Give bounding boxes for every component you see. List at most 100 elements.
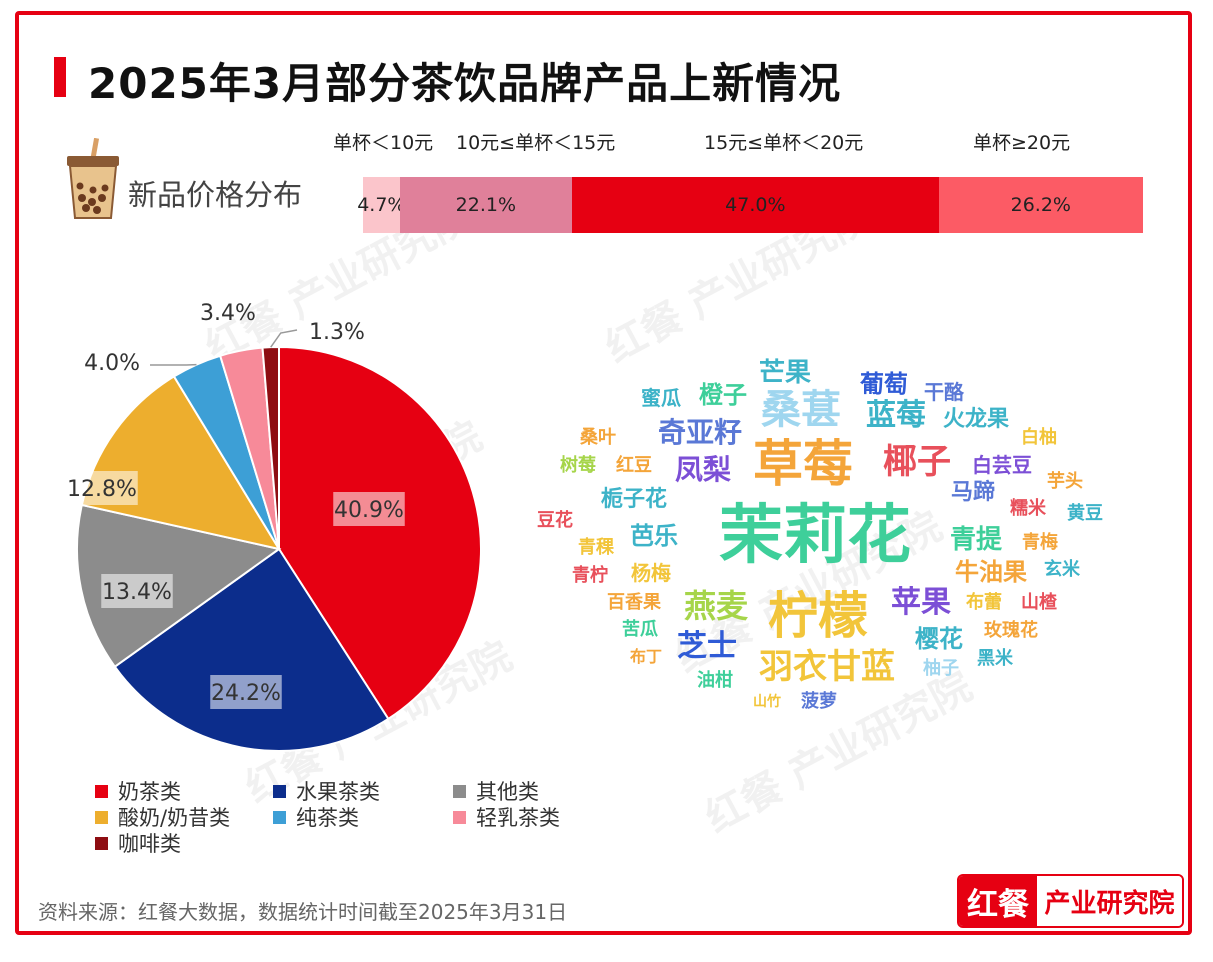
word-cloud-term: 青提 [949, 525, 1003, 555]
bubble-tea-icon [67, 138, 119, 219]
word-cloud-term: 糯米 [1010, 498, 1046, 519]
word-cloud-term: 玄米 [1044, 559, 1080, 580]
legend-label: 咖啡类 [118, 832, 181, 856]
word-cloud-term: 燕麦 [683, 587, 749, 625]
word-cloud-term: 树莓 [560, 455, 596, 476]
word-cloud-term: 白芸豆 [972, 453, 1032, 477]
word-cloud-term: 苦瓜 [622, 619, 658, 640]
logo-text: 产业研究院 [1037, 876, 1182, 926]
word-cloud-term: 橙子 [699, 381, 747, 409]
word-cloud-term: 桑葚 [761, 387, 841, 433]
pie-data-label: 12.8% [67, 477, 137, 502]
pie-data-label: 3.4% [200, 301, 256, 326]
band-label: 单杯≥20元 [973, 132, 1071, 154]
leader-line [270, 329, 298, 348]
word-cloud-term: 百香果 [607, 592, 661, 613]
pie-data-label: 40.9% [334, 498, 404, 523]
word-cloud-term: 杨梅 [631, 561, 671, 585]
legend-swatch [273, 784, 286, 798]
price-segment: 4.7% [357, 177, 405, 233]
legend-swatch [273, 810, 286, 824]
word-cloud-term: 蓝莓 [866, 398, 926, 433]
price-distribution-bar: 4.7% 22.1% 47.0% 26.2% [357, 177, 1143, 233]
band-label: 10元≤单杯＜15元 [456, 132, 616, 154]
legend-label: 其他类 [476, 780, 539, 804]
word-cloud-term: 火龙果 [942, 407, 1010, 432]
legend-label: 奶茶类 [118, 780, 181, 804]
word-cloud-term: 牛油果 [955, 558, 1027, 586]
legend-swatch [453, 810, 466, 824]
legend-item: 酸奶/奶昔类 [95, 802, 230, 832]
legend-swatch [95, 836, 108, 850]
word-cloud-term: 芭乐 [630, 522, 678, 550]
word-cloud-term: 干酪 [924, 380, 964, 404]
word-cloud-term: 山楂 [1021, 592, 1057, 613]
word-cloud-term: 芒果 [758, 358, 812, 388]
price-distribution-label: 新品价格分布 [128, 178, 303, 212]
word-cloud-term: 青梅 [1022, 532, 1058, 553]
legend-item: 奶茶类 [95, 776, 181, 806]
legend-swatch [95, 784, 108, 798]
pie-data-label: 24.2% [211, 681, 281, 706]
word-cloud-term: 黑米 [977, 648, 1013, 669]
word-cloud-term: 芋头 [1047, 471, 1083, 492]
category-pie-chart: 40.9% 24.2% 13.4% 12.8% 4.0% 3.4% 1.3% [66, 301, 482, 752]
page-frame [15, 11, 1192, 935]
word-cloud-term: 茉莉花 [719, 499, 911, 573]
word-cloud-term: 柠檬 [768, 587, 868, 645]
logo-mark: 红餐 [959, 876, 1037, 926]
data-label-background [66, 471, 138, 505]
word-cloud-term: 苹果 [891, 585, 951, 620]
word-cloud-term: 樱花 [915, 625, 963, 653]
word-cloud-term: 白柚 [1021, 427, 1057, 448]
word-cloud-term: 油柑 [697, 670, 733, 691]
legend-swatch [95, 810, 108, 824]
legend-label: 轻乳茶类 [476, 806, 560, 830]
word-cloud-term: 凤梨 [674, 453, 732, 486]
pie-data-label: 13.4% [102, 580, 172, 605]
word-cloud-term: 山竹 [753, 694, 781, 710]
word-cloud-term: 草莓 [753, 435, 853, 493]
word-cloud-term: 栀子花 [600, 487, 668, 512]
word-cloud-term: 椰子 [883, 442, 951, 482]
price-segment: 47.0% [572, 177, 939, 233]
source-note: 资料来源：红餐大数据，数据统计时间截至2025年3月31日 [38, 900, 568, 924]
legend-item: 轻乳茶类 [453, 802, 560, 832]
pie-slice [76, 503, 282, 669]
word-cloud-term: 葡萄 [860, 370, 908, 398]
word-cloud-term: 黄豆 [1067, 503, 1103, 524]
band-label: 15元≤单杯＜20元 [704, 132, 864, 154]
word-cloud-term: 菠萝 [801, 691, 837, 712]
word-cloud-term: 蜜瓜 [641, 386, 681, 410]
legend-label: 水果茶类 [296, 780, 380, 804]
word-cloud-term: 玫瑰花 [984, 620, 1038, 641]
data-label-background [333, 492, 405, 526]
word-cloud-term: 布丁 [629, 647, 663, 666]
data-label-background [210, 675, 282, 709]
data-label-background [101, 574, 173, 608]
word-cloud-term: 青柠 [572, 565, 608, 586]
legend-item: 水果茶类 [273, 776, 380, 806]
word-cloud-term: 奇亚籽 [657, 416, 743, 449]
price-segment: 26.2% [938, 177, 1143, 233]
title-accent-bar [54, 57, 66, 97]
pie-data-label: 4.0% [84, 351, 140, 376]
word-cloud-term: 马蹄 [950, 480, 996, 505]
legend-label: 纯茶类 [296, 806, 359, 830]
word-cloud-term: 桑叶 [580, 427, 616, 448]
word-cloud-term: 羽衣甘蓝 [759, 647, 895, 687]
word-cloud-term: 青稞 [578, 537, 614, 558]
band-label: 单杯＜10元 [333, 132, 434, 154]
word-cloud-term: 芝士 [677, 629, 737, 664]
legend-label: 酸奶/奶昔类 [118, 806, 231, 830]
legend-item: 纯茶类 [273, 802, 359, 832]
word-cloud-term: 布蕾 [966, 592, 1002, 613]
legend-swatch [453, 784, 466, 798]
price-segment: 22.1% [399, 177, 573, 233]
legend-item: 咖啡类 [95, 828, 181, 858]
legend-item: 其他类 [453, 776, 539, 806]
pie-data-label: 1.3% [309, 320, 365, 345]
ingredient-word-cloud: 茉莉花 草莓柠檬 羽衣甘蓝 桑葚椰子燕麦 苹果 蓝莓奇亚籽凤梨芝士 芒果 葡萄 橙子火龙果青提牛… [520, 350, 1140, 730]
word-cloud-term: 红豆 [616, 455, 652, 476]
word-cloud-term: 豆花 [537, 510, 573, 531]
